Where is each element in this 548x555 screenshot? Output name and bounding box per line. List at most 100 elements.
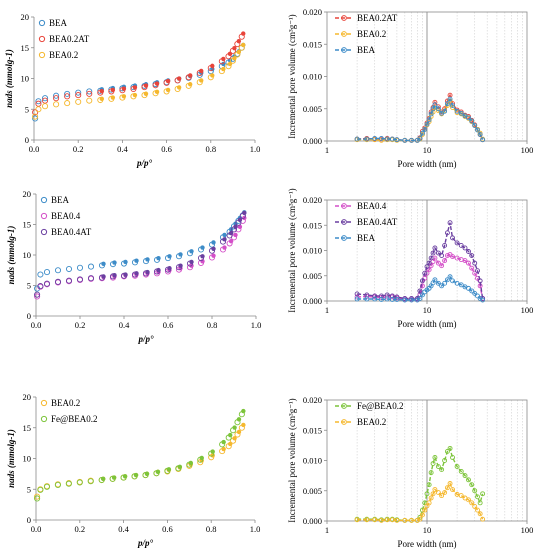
data-point <box>469 500 475 506</box>
data-point-desorption <box>236 429 242 435</box>
data-point <box>477 511 483 517</box>
data-point <box>354 517 360 523</box>
data-point <box>354 296 360 302</box>
data-point <box>37 283 44 290</box>
data-point <box>372 296 378 302</box>
data-point <box>384 296 390 302</box>
data-point <box>64 100 71 107</box>
data-point <box>439 467 445 473</box>
data-point <box>435 464 441 469</box>
data-point <box>447 220 453 226</box>
data-point-desorption <box>145 269 150 275</box>
legend-swatch-marker <box>341 47 347 53</box>
legend-label: BEA0.4 <box>51 211 81 221</box>
data-point-desorption <box>210 449 215 454</box>
data-point <box>53 101 60 108</box>
data-point <box>475 127 480 133</box>
legend-swatch-marker <box>40 212 48 220</box>
data-point <box>472 260 478 266</box>
x-axis-title: p/p° <box>137 334 154 344</box>
legend-label: BEA <box>357 233 376 243</box>
data-point <box>426 260 432 266</box>
series-line <box>357 97 484 142</box>
chart-panel-bottom-left: 0.0 0.2 0.4 0.6 0.8 1.0 0 5 10 15 20 p/p° nads (mmol… <box>6 392 260 548</box>
data-point-desorption <box>242 210 247 216</box>
data-point <box>466 497 471 503</box>
data-point <box>430 250 436 256</box>
data-point <box>472 270 478 276</box>
data-point <box>424 121 430 127</box>
data-point-desorption <box>154 89 160 95</box>
y-tick-label: 15 <box>21 43 30 53</box>
data-point <box>466 115 471 121</box>
data-point-desorption <box>101 476 106 482</box>
series-line <box>357 481 484 522</box>
data-point-desorption <box>176 76 182 81</box>
x-tick-label: 0.0 <box>29 144 40 154</box>
data-point <box>417 135 423 141</box>
data-point-desorption <box>99 96 105 102</box>
data-point <box>430 106 436 112</box>
data-point <box>364 517 370 523</box>
y-tick-label: 0 <box>27 311 31 321</box>
legend-label: BEA0.4AT <box>51 227 92 237</box>
data-point <box>475 494 480 500</box>
data-point-desorption <box>145 257 150 262</box>
legend-swatch-marker <box>341 235 347 241</box>
data-point <box>466 260 471 266</box>
data-point <box>454 240 460 246</box>
legend-label: BEA0.4AT <box>357 217 398 227</box>
legend-swatch-marker <box>38 35 46 43</box>
y-tick-label: 0.020 <box>303 395 322 405</box>
legend-swatch-marker <box>341 403 347 409</box>
data-point <box>378 135 384 141</box>
data-point <box>432 102 438 108</box>
legend-swatch-marker <box>40 228 48 236</box>
data-point-desorption <box>188 82 193 87</box>
data-point <box>42 103 49 110</box>
series-BEA0.2 <box>354 481 486 523</box>
data-point <box>402 517 408 523</box>
data-point <box>75 98 82 105</box>
data-point <box>477 500 483 506</box>
legend-swatch-marker <box>38 51 46 59</box>
data-point <box>439 283 445 289</box>
chart-panel-bottom-right: 1 10 100 0.000 0.005 0.010 0.015 0.020 Pore widt… <box>287 395 533 549</box>
data-point-desorption <box>228 432 233 438</box>
data-point-desorption <box>211 246 216 251</box>
data-point <box>472 504 478 509</box>
data-point <box>372 517 378 523</box>
data-point <box>472 290 478 296</box>
data-point-desorption <box>143 83 149 88</box>
data-point-desorption <box>241 42 246 48</box>
data-point-desorption <box>210 63 215 69</box>
data-point <box>435 250 441 256</box>
legend-swatch-marker <box>40 415 48 423</box>
data-point-desorption <box>101 261 106 267</box>
data-point-desorption <box>112 260 117 265</box>
data-point-desorption <box>154 81 160 86</box>
data-point-desorption <box>232 425 237 430</box>
chart-panel-top-right: 1 10 100 0.000 0.005 0.010 0.015 0.020 Pore widt… <box>287 7 533 169</box>
data-point <box>466 477 471 483</box>
data-point <box>394 297 400 302</box>
data-point <box>64 93 71 100</box>
data-point <box>458 282 464 288</box>
data-point <box>442 258 448 264</box>
data-point <box>426 482 432 488</box>
data-point-desorption <box>132 92 138 98</box>
data-point <box>34 291 41 298</box>
data-point <box>417 296 423 301</box>
data-point <box>419 283 425 289</box>
data-point <box>480 297 486 303</box>
x-tick-label: 100 <box>521 305 534 315</box>
y-tick-label: 20 <box>23 392 32 402</box>
data-point-desorption <box>222 237 227 242</box>
data-point <box>364 296 370 302</box>
data-point <box>389 293 395 299</box>
y-tick-label: 20 <box>23 189 32 199</box>
data-point <box>454 280 460 286</box>
data-point-desorption <box>211 240 216 245</box>
data-point-desorption <box>155 469 161 475</box>
